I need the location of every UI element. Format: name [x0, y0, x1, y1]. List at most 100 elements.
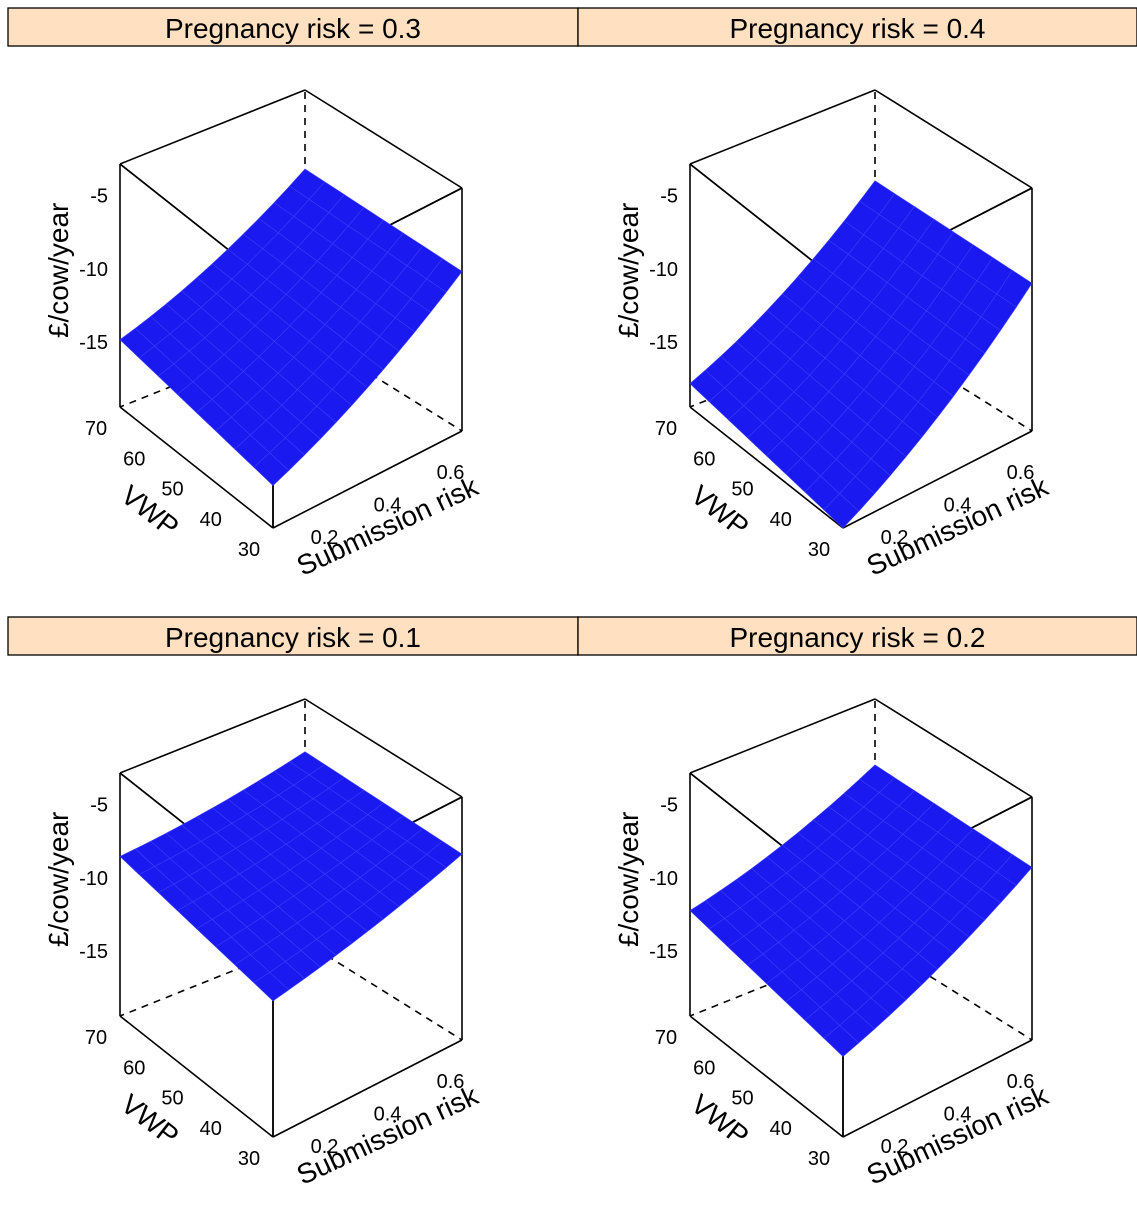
z-axis: -5 -10 -15£/cow/year [613, 186, 678, 354]
box-edge [272, 430, 463, 529]
submission-tick-label: 0.6 [1007, 1071, 1035, 1093]
vwp-tick-label: 70 [655, 1027, 677, 1049]
surface-facet [859, 764, 896, 793]
vwp-tick-label: 30 [238, 1148, 260, 1170]
panel-2: Pregnancy risk = 0.4 -5 -10 -15£/cow/year 30… [577, 7, 1137, 582]
surface-facet [289, 168, 326, 200]
box-edge [304, 698, 463, 798]
strip-label: Pregnancy risk = 0.4 [729, 13, 985, 44]
submission-tick-label: 0.2 [881, 1136, 909, 1158]
z-tick-label: -5 [90, 186, 108, 208]
z-axis-label: £/cow/year [613, 203, 644, 338]
panel-1: Pregnancy risk = 0.3 -5 -10 -15£/cow/year 30… [7, 7, 579, 582]
vwp-tick-label: 60 [693, 448, 715, 470]
z-axis-label: £/cow/year [43, 812, 74, 947]
vwp-tick-label: 50 [161, 479, 183, 501]
strip-background [7, 7, 579, 47]
surface [119, 168, 463, 486]
submission-tick-label: 0.6 [437, 1071, 465, 1093]
vwp-tick-label: 60 [123, 1057, 145, 1079]
box-edge [689, 1015, 844, 1138]
strip-header: Pregnancy risk = 0.4 [577, 7, 1137, 47]
submission-tick-label: 0.4 [944, 495, 972, 517]
box-edge [874, 89, 1033, 189]
strip-header: Pregnancy risk = 0.2 [577, 616, 1137, 656]
z-axis-label: £/cow/year [43, 203, 74, 338]
z-tick-label: -15 [649, 941, 678, 963]
submission-tick-label: 0.2 [311, 1136, 339, 1158]
strip-background [577, 616, 1137, 656]
vwp-tick-label: 50 [731, 1088, 753, 1110]
panel-4: Pregnancy risk = 0.2 -5 -10 -15£/cow/year 30… [577, 616, 1137, 1191]
z-tick-label: -5 [90, 795, 108, 817]
surface [689, 764, 1033, 1057]
strip-header: Pregnancy risk = 0.1 [7, 616, 579, 656]
z-axis: -5 -10 -15£/cow/year [43, 186, 108, 354]
panel-3: Pregnancy risk = 0.1 -5 -10 -15£/cow/year 30… [7, 616, 579, 1191]
strip-header: Pregnancy risk = 0.3 [7, 7, 579, 47]
vwp-tick-label: 30 [808, 1148, 830, 1170]
box-edge [119, 89, 306, 165]
vwp-tick-label: 60 [123, 448, 145, 470]
submission-tick-label: 0.6 [1007, 462, 1035, 484]
box-edge [689, 406, 844, 529]
box-edge [842, 430, 1033, 529]
submission-tick-label: 0.6 [437, 462, 465, 484]
strip-label: Pregnancy risk = 0.3 [165, 13, 421, 44]
surface-facet [859, 180, 896, 215]
submission-tick-label: 0.2 [311, 527, 339, 549]
vwp-tick-label: 50 [731, 479, 753, 501]
box-edge [842, 1039, 1033, 1138]
strip-background [577, 7, 1137, 47]
strip-label: Pregnancy risk = 0.2 [729, 622, 985, 653]
vwp-tick-label: 70 [85, 1027, 107, 1049]
box-edge [304, 89, 463, 189]
vwp-tick-label: 40 [200, 509, 222, 531]
vwp-tick-label: 60 [693, 1057, 715, 1079]
vwp-tick-label: 70 [655, 418, 677, 440]
box-edge [689, 89, 876, 165]
z-tick-label: -15 [649, 332, 678, 354]
z-tick-label: -10 [649, 259, 678, 281]
z-axis: -5 -10 -15£/cow/year [43, 795, 108, 963]
submission-tick-label: 0.4 [374, 495, 402, 517]
vwp-tick-label: 40 [770, 509, 792, 531]
strip-background [7, 616, 579, 656]
vwp-tick-label: 40 [200, 1118, 222, 1140]
box-edge [119, 406, 274, 529]
box-edge [874, 698, 1033, 798]
box-edge [119, 698, 306, 774]
z-tick-label: -5 [660, 795, 678, 817]
surface [119, 751, 463, 1002]
box-edge [689, 698, 876, 774]
z-tick-label: -15 [79, 332, 108, 354]
surface-facet [289, 751, 326, 776]
vwp-tick-label: 30 [808, 539, 830, 561]
vwp-tick-label: 70 [85, 418, 107, 440]
vwp-tick-label: 40 [770, 1118, 792, 1140]
box-edge [272, 1039, 463, 1138]
z-tick-label: -10 [79, 868, 108, 890]
z-tick-label: -15 [79, 941, 108, 963]
z-tick-label: -5 [660, 186, 678, 208]
vwp-tick-label: 50 [161, 1088, 183, 1110]
z-axis-label: £/cow/year [613, 812, 644, 947]
submission-tick-label: 0.4 [944, 1104, 972, 1126]
vwp-tick-label: 30 [238, 539, 260, 561]
z-axis: -5 -10 -15£/cow/year [613, 795, 678, 963]
surface [689, 180, 1033, 529]
z-tick-label: -10 [649, 868, 678, 890]
box-edge [119, 1015, 274, 1138]
strip-label: Pregnancy risk = 0.1 [165, 622, 421, 653]
submission-tick-label: 0.2 [881, 527, 909, 549]
z-tick-label: -10 [79, 259, 108, 281]
submission-tick-label: 0.4 [374, 1104, 402, 1126]
